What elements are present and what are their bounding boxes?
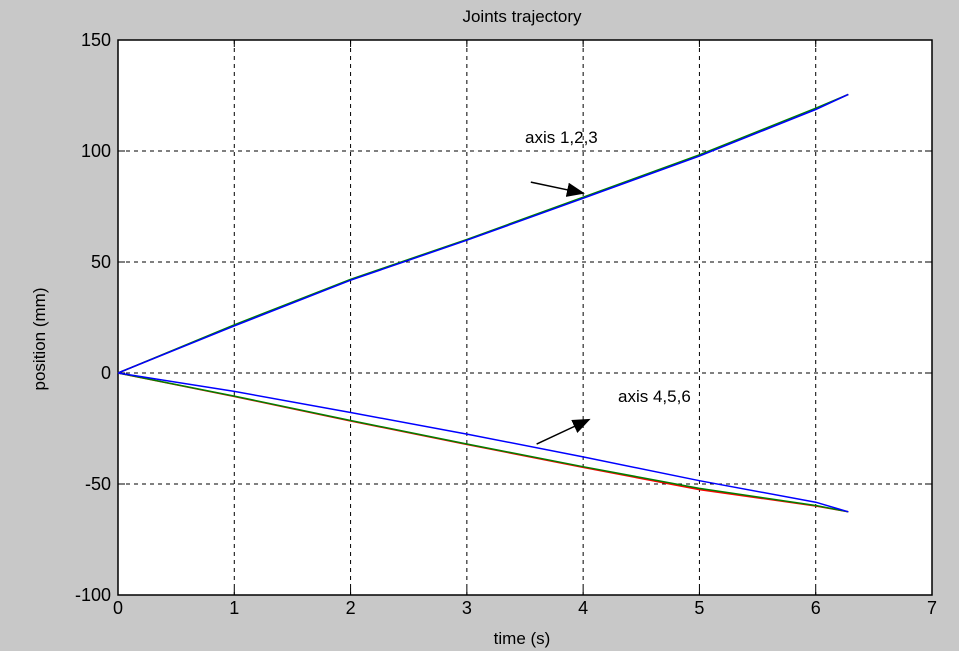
annotation-label: axis 4,5,6 [618,387,691,406]
x-tick-label: 6 [811,598,821,618]
annotation-arrow [530,181,585,197]
series-line [117,93,849,374]
y-tick-label: 100 [81,141,111,161]
annotations: axis 1,2,3 axis 4,5,6 [525,128,691,445]
x-tick-label: 4 [578,598,588,618]
y-tick-label: -100 [75,585,111,605]
x-tick-label: 0 [113,598,123,618]
x-tick-label: 2 [346,598,356,618]
x-tick-label: 5 [694,598,704,618]
plot-area [117,39,933,596]
annotation-label: axis 1,2,3 [525,128,598,147]
annotation-arrow [536,418,591,445]
y-tick-label: 50 [91,252,111,272]
x-tick-label: 3 [462,598,472,618]
series-line [117,372,849,513]
y-tick-label: -50 [85,474,111,494]
series-line [117,93,849,374]
axis-ticks: 0 1 2 3 4 5 6 7 -100 -50 0 50 100 150 [75,30,937,618]
y-axis-label: position (mm) [30,288,49,391]
series-lines [117,93,849,513]
y-tick-label: 0 [101,363,111,383]
chart-title: Joints trajectory [462,7,582,26]
y-tick-label: 150 [81,30,111,50]
x-tick-label: 1 [229,598,239,618]
x-tick-label: 7 [927,598,937,618]
x-axis-label: time (s) [494,629,551,648]
series-line [117,372,849,513]
